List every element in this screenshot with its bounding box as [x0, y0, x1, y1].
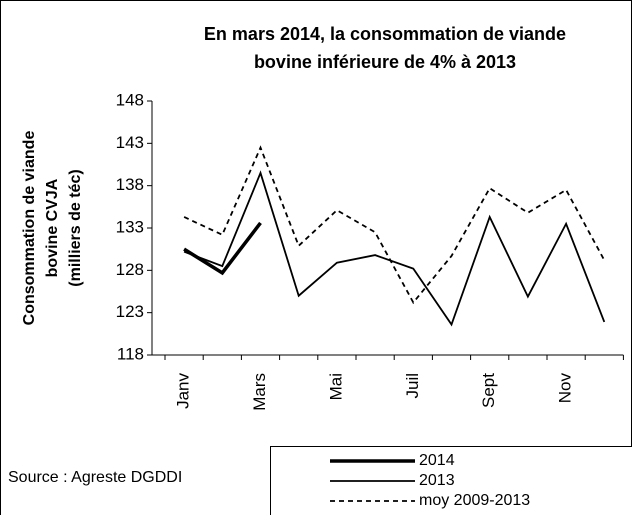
x-tick-label: Nov [556, 373, 575, 404]
legend-label: moy 2009-2013 [419, 492, 530, 509]
legend-label: 2014 [419, 452, 455, 469]
y-tick-label: 118 [117, 344, 144, 363]
y-axis-label: Consommation de viande [21, 131, 38, 326]
x-tick-group: Nov [556, 373, 575, 404]
legend-label: 2013 [419, 472, 455, 489]
y-tick-label: 143 [116, 133, 144, 152]
x-tick-group: Mars [250, 373, 269, 411]
chart-title: bovine inférieure de 4% à 2013 [254, 52, 516, 72]
x-tick-label: Janv [174, 373, 193, 409]
y-axis-label: (milliers de téc) [67, 169, 84, 286]
y-tick-label: 133 [116, 217, 144, 236]
x-tick-label: Mai [326, 373, 345, 400]
x-tick-label: Sept [479, 373, 498, 408]
chart-title: En mars 2014, la consommation de viande [204, 24, 566, 44]
y-axis-label: bovine CVJA [44, 178, 61, 277]
y-tick-label: 138 [116, 175, 144, 194]
x-tick-label: Mars [250, 373, 269, 411]
line-series [183, 170, 606, 327]
y-tick-label: 123 [116, 302, 144, 321]
line-series [183, 145, 606, 305]
x-tick-group: Mai [326, 373, 345, 400]
source: Source : Agreste DGDDI [8, 469, 182, 486]
y-tick-label: 148 [116, 90, 144, 109]
x-tick-group: Juil [403, 373, 422, 399]
x-tick-group: Janv [174, 373, 193, 409]
y-tick-label: 128 [116, 260, 144, 279]
x-tick-label: Juil [403, 373, 422, 399]
x-tick-group: Sept [479, 373, 498, 408]
